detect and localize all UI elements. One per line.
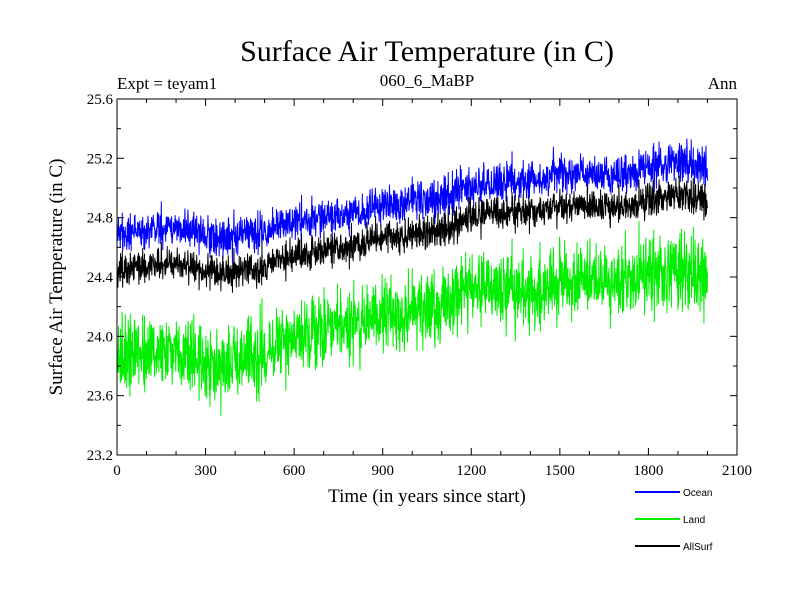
y-tick-label: 24.4 [87,270,114,286]
x-tick-label: 1200 [456,463,486,479]
chart-title: Surface Air Temperature (in C) [240,35,614,68]
experiment-label: Expt = teyam1 [117,74,217,93]
y-axis: 23.2 23.6 24.0 24.4 24.8 25.2 25.6 [87,92,737,464]
x-tick-label: 1800 [633,463,663,479]
y-tick-label: 25.6 [87,92,114,108]
series-line-allsurf [116,175,708,293]
x-axis: 0 300 600 900 1200 1500 1800 2100 [113,99,752,479]
x-tick-label: 900 [371,463,394,479]
x-tick-label: 1500 [545,463,575,479]
legend: Ocean Land AllSurf [635,488,713,553]
y-axis-label: Surface Air Temperature (in C) [46,159,67,396]
period-label: 060_6_MaBP [380,71,474,90]
y-tick-label: 23.2 [87,448,113,464]
x-tick-label: 0 [113,463,121,479]
y-tick-label: 24.0 [87,329,113,345]
series-line-ocean [116,138,708,264]
x-tick-label: 600 [283,463,306,479]
x-tick-label: 300 [194,463,217,479]
series-line-land [116,220,708,416]
y-tick-label: 24.8 [87,211,113,227]
legend-label-ocean: Ocean [683,488,712,499]
legend-label-land: Land [683,515,705,526]
series-layer [116,138,708,416]
y-tick-label: 23.6 [87,389,114,405]
legend-label-allsurf: AllSurf [683,542,713,553]
x-axis-label: Time (in years since start) [328,486,526,507]
x-tick-label: 2100 [722,463,752,479]
y-tick-label: 25.2 [87,151,113,167]
season-label: Ann [708,74,738,93]
